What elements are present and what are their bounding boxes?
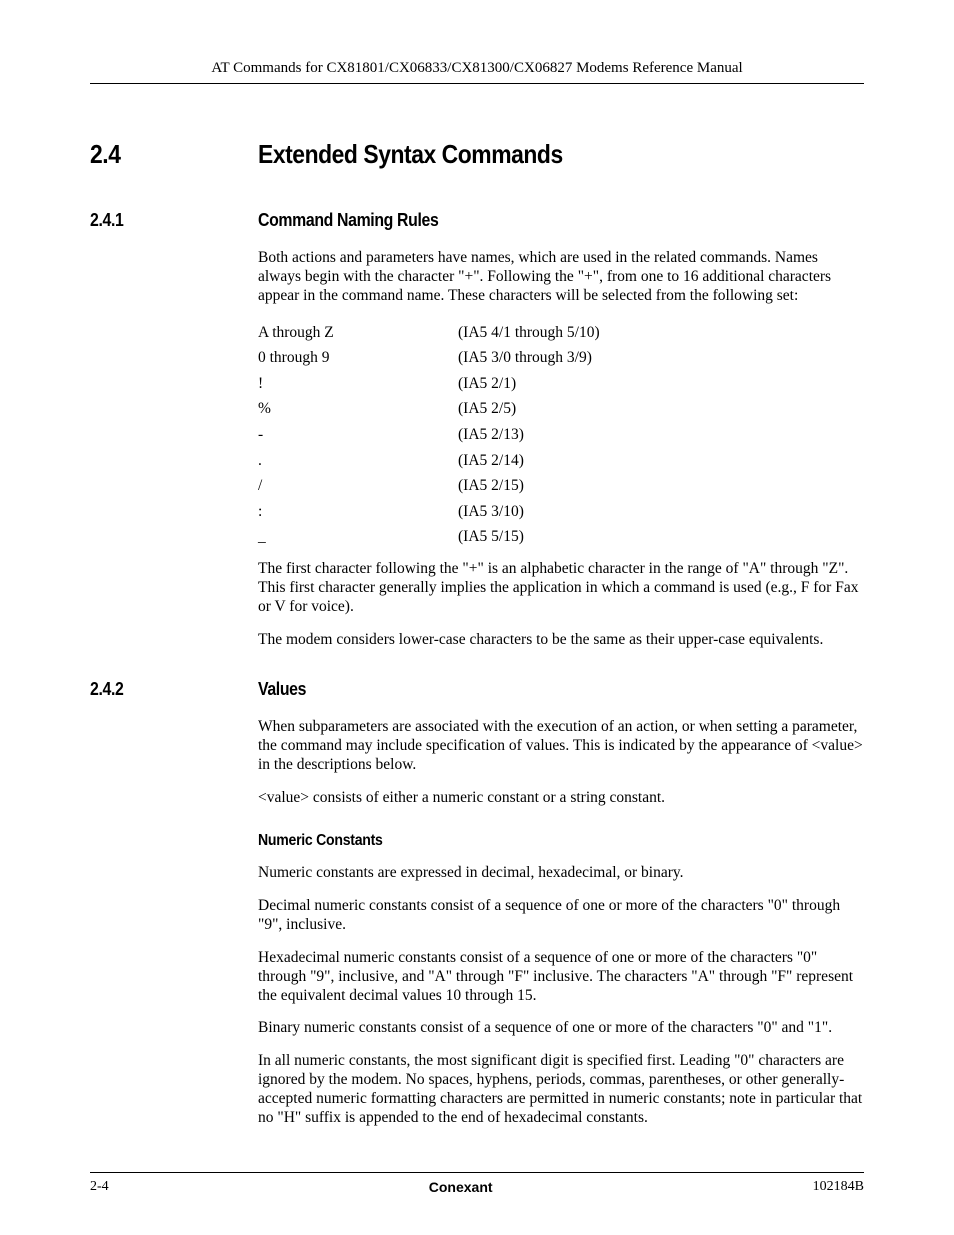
char-code: (IA5 3/10): [458, 499, 524, 525]
char-code: (IA5 5/15): [458, 524, 524, 550]
subsection-number: 2.4.2: [90, 679, 258, 700]
section-number: 2.4: [90, 139, 258, 170]
paragraph: Binary numeric constants consist of a se…: [258, 1019, 864, 1038]
body-241: Both actions and parameters have names, …: [258, 249, 864, 649]
paragraph: In all numeric constants, the most signi…: [258, 1052, 864, 1128]
table-row: . (IA5 2/14): [258, 448, 864, 474]
char-symbol: _: [258, 524, 458, 550]
char-symbol: .: [258, 448, 458, 474]
char-code: (IA5 2/5): [458, 396, 516, 422]
table-row: _ (IA5 5/15): [258, 524, 864, 550]
section-heading: 2.4 Extended Syntax Commands: [90, 139, 864, 170]
char-code: (IA5 3/0 through 3/9): [458, 345, 592, 371]
paragraph: The modem considers lower-case character…: [258, 631, 864, 650]
table-row: A through Z (IA5 4/1 through 5/10): [258, 320, 864, 346]
subsection-number: 2.4.1: [90, 210, 258, 231]
paragraph: Both actions and parameters have names, …: [258, 249, 864, 306]
page-footer: 2-4 Conexant 102184B: [90, 1172, 864, 1195]
char-symbol: 0 through 9: [258, 345, 458, 371]
table-row: % (IA5 2/5): [258, 396, 864, 422]
char-symbol: /: [258, 473, 458, 499]
footer-brand: Conexant: [429, 1179, 493, 1195]
char-code: (IA5 2/14): [458, 448, 524, 474]
character-set-table: A through Z (IA5 4/1 through 5/10) 0 thr…: [258, 320, 864, 550]
char-code: (IA5 4/1 through 5/10): [458, 320, 600, 346]
footer-page-number: 2-4: [90, 1179, 109, 1195]
section-title: Extended Syntax Commands: [258, 139, 604, 170]
subsection-242: 2.4.2 Values When subparameters are asso…: [90, 679, 864, 1128]
paragraph: When subparameters are associated with t…: [258, 718, 864, 775]
sub-heading: Numeric Constants: [258, 832, 864, 850]
paragraph: <value> consists of either a numeric con…: [258, 789, 864, 808]
char-code: (IA5 2/1): [458, 371, 516, 397]
subsection-title: Values: [258, 679, 313, 700]
char-code: (IA5 2/15): [458, 473, 524, 499]
paragraph: Hexadecimal numeric constants consist of…: [258, 949, 864, 1006]
paragraph: Decimal numeric constants consist of a s…: [258, 897, 864, 935]
subsection-241: 2.4.1 Command Naming Rules Both actions …: [90, 210, 864, 649]
paragraph: The first character following the "+" is…: [258, 560, 864, 617]
table-row: ! (IA5 2/1): [258, 371, 864, 397]
subsection-heading: 2.4.1 Command Naming Rules: [90, 210, 864, 231]
table-row: : (IA5 3/10): [258, 499, 864, 525]
table-row: 0 through 9 (IA5 3/0 through 3/9): [258, 345, 864, 371]
char-symbol: !: [258, 371, 458, 397]
subsection-heading: 2.4.2 Values: [90, 679, 864, 700]
char-code: (IA5 2/13): [458, 422, 524, 448]
table-row: - (IA5 2/13): [258, 422, 864, 448]
page: AT Commands for CX81801/CX06833/CX81300/…: [0, 0, 954, 1235]
table-row: / (IA5 2/15): [258, 473, 864, 499]
char-symbol: -: [258, 422, 458, 448]
body-242: When subparameters are associated with t…: [258, 718, 864, 1128]
running-header: AT Commands for CX81801/CX06833/CX81300/…: [90, 60, 864, 84]
char-symbol: %: [258, 396, 458, 422]
char-symbol: A through Z: [258, 320, 458, 346]
subsection-title: Command Naming Rules: [258, 210, 463, 231]
paragraph: Numeric constants are expressed in decim…: [258, 864, 864, 883]
char-symbol: :: [258, 499, 458, 525]
footer-doc-number: 102184B: [813, 1179, 864, 1195]
